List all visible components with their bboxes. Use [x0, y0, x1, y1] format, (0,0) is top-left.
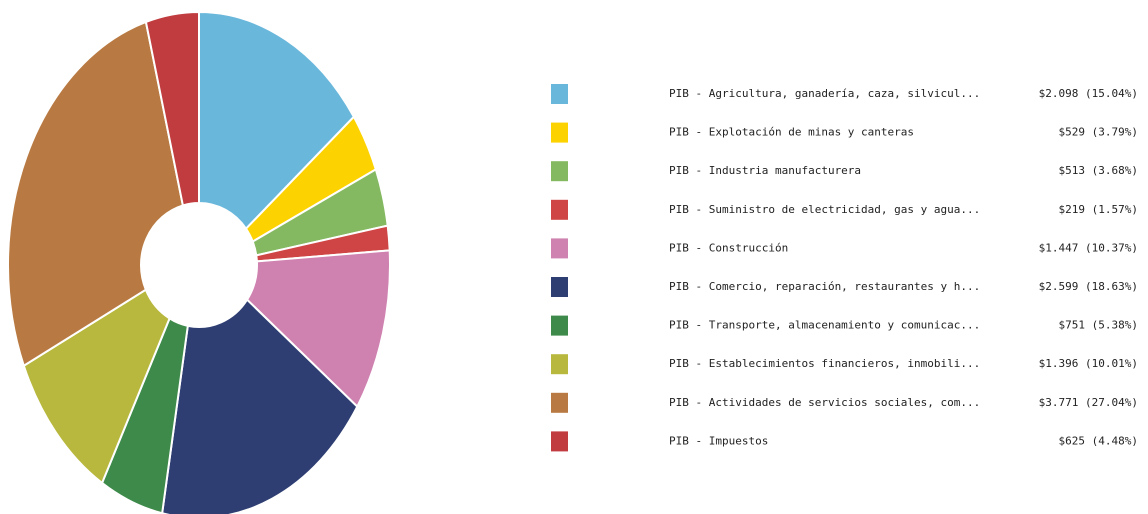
legend-swatch — [551, 84, 568, 104]
value-label: $751 (5.38%) — [1059, 319, 1138, 332]
legend-label: PIB - Explotación de minas y canteras — [669, 126, 914, 139]
slice — [198, 10, 356, 231]
legend-label: PIB - Construcción — [669, 241, 788, 254]
slice — [161, 298, 359, 514]
value-label: $1.447 (10.37%) — [1039, 241, 1138, 254]
legend-label: PIB - Impuestos — [669, 434, 768, 447]
value-label: $625 (4.48%) — [1059, 434, 1138, 447]
legend-label: PIB - Establecimientos financieros, inmo… — [669, 357, 980, 370]
legend-swatch — [551, 122, 568, 143]
slice — [7, 20, 185, 368]
value-label: $529 (3.79%) — [1059, 126, 1138, 139]
legend-swatch — [551, 238, 568, 259]
legend-label: PIB - Agricultura, ganadería, caza, silv… — [669, 87, 980, 100]
legend-label: PIB - Industria manufacturera — [669, 164, 861, 177]
value-label: $219 (1.57%) — [1059, 203, 1138, 216]
legend-swatch — [551, 392, 568, 413]
value-label: $3.771 (27.04%) — [1039, 396, 1138, 409]
value-label: $2.599 (18.63%) — [1039, 280, 1138, 293]
legend-label: PIB - Suministro de electricidad, gas y … — [669, 203, 980, 216]
legend-swatch — [551, 199, 568, 220]
legend-label: PIB - Transporte, almacenamiento y comun… — [669, 319, 980, 332]
value-label: $1.396 (10.01%) — [1039, 357, 1138, 370]
slice — [22, 288, 171, 485]
slice — [245, 249, 391, 409]
legend-swatch — [551, 431, 568, 452]
value-label: $513 (3.68%) — [1059, 164, 1138, 177]
legend-swatch — [551, 277, 568, 297]
value-label: $2.098 (15.04%) — [1039, 87, 1138, 100]
slice — [144, 10, 200, 207]
legend-swatch — [551, 354, 568, 375]
legend-swatch — [551, 161, 568, 182]
legend-label: PIB - Actividades de servicios sociales,… — [669, 396, 980, 409]
legend-swatch — [551, 315, 568, 336]
legend-label: PIB - Comercio, reparación, restaurantes… — [669, 280, 980, 293]
